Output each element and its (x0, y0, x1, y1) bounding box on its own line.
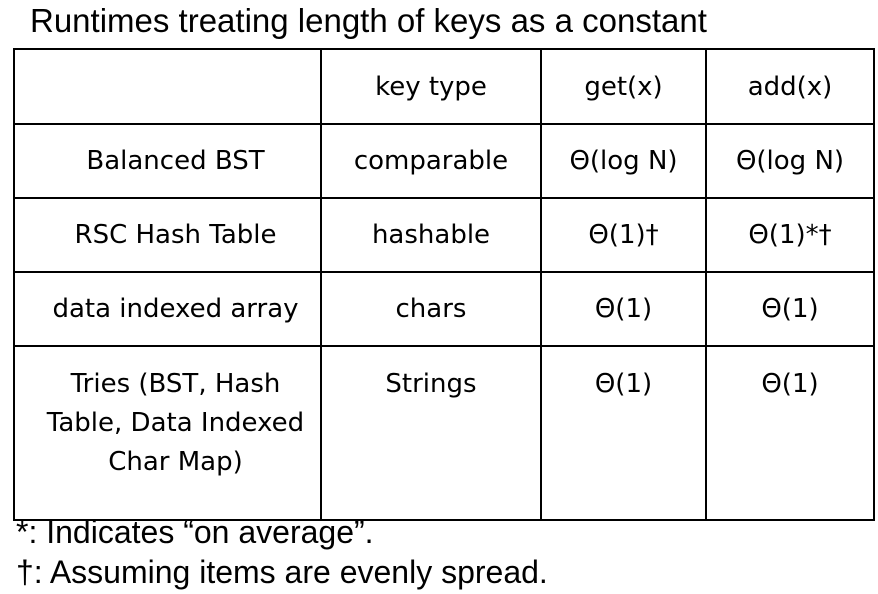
header-cell-empty (13, 48, 322, 125)
key-type-cell: chars (320, 271, 542, 347)
table-row: data indexed array chars Θ(1) Θ(1) (13, 271, 875, 347)
get-runtime-cell: Θ(1) (540, 271, 707, 347)
add-runtime-cell: Θ(1) (705, 271, 875, 347)
row-name-cell: Balanced BST (13, 123, 322, 199)
add-runtime-cell: Θ(1)*† (705, 197, 875, 273)
footnote-spread: †: Assuming items are evenly spread. (16, 554, 548, 590)
add-runtime-cell: Θ(1) (705, 345, 875, 521)
header-cell-key-type: key type (320, 48, 542, 125)
add-runtime-cell: Θ(log N) (705, 123, 875, 199)
row-name-cell: data indexed array (13, 271, 322, 347)
row-name-cell: RSC Hash Table (13, 197, 322, 273)
key-type-cell: Strings (320, 345, 542, 521)
get-runtime-cell: Θ(1)† (540, 197, 707, 273)
footnote-average: *: Indicates “on average”. (16, 514, 374, 550)
table-row: Tries (BST, Hash Table, Data Indexed Cha… (13, 345, 875, 521)
get-runtime-cell: Θ(1) (540, 345, 707, 521)
row-name-cell: Tries (BST, Hash Table, Data Indexed Cha… (13, 345, 322, 521)
table-row: RSC Hash Table hashable Θ(1)† Θ(1)*† (13, 197, 875, 273)
table-row: Balanced BST comparable Θ(log N) Θ(log N… (13, 123, 875, 199)
table-header-row: key type get(x) add(x) (13, 48, 875, 125)
get-runtime-cell: Θ(log N) (540, 123, 707, 199)
key-type-cell: comparable (320, 123, 542, 199)
runtime-table: key type get(x) add(x) Balanced BST comp… (13, 48, 875, 521)
header-cell-get: get(x) (540, 48, 707, 125)
page-title: Runtimes treating length of keys as a co… (30, 2, 707, 39)
header-cell-add: add(x) (705, 48, 875, 125)
key-type-cell: hashable (320, 197, 542, 273)
